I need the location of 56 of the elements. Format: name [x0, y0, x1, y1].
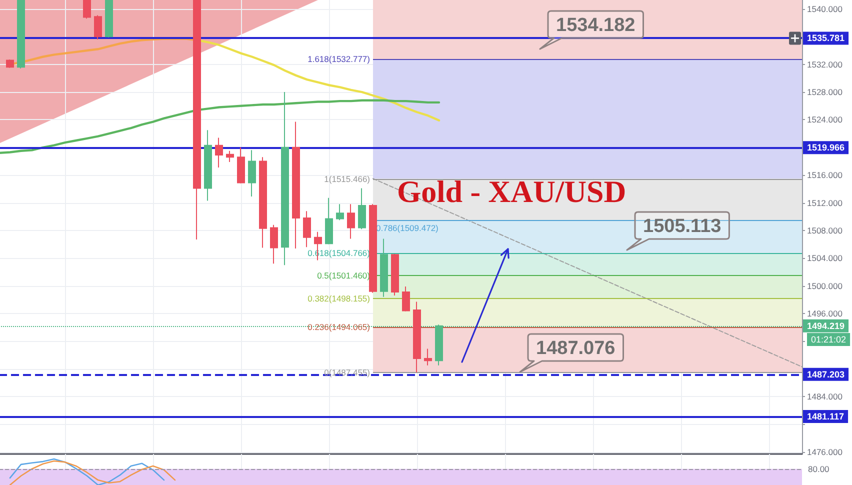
y-tick-label: 1500.000 [807, 280, 843, 291]
line-series [0, 99, 440, 154]
candlestick [94, 14, 102, 40]
y-tick-label: 1532.000 [807, 59, 843, 70]
candlestick [424, 348, 432, 366]
candlestick [292, 121, 300, 249]
ref-line-label: 1.618(1532.777) [308, 54, 370, 64]
candlestick [369, 204, 377, 294]
ref-line-label: 1(1515.466) [324, 174, 370, 184]
annotation: 1505.113 [643, 216, 722, 237]
text: 80.00 [808, 464, 830, 474]
candlestick [193, 0, 201, 240]
y-tick-label: 1484.000 [807, 392, 843, 402]
y-tick-label: 1508.000 [807, 225, 843, 236]
candlestick [215, 137, 223, 168]
y-tick-label: 1516.000 [807, 170, 843, 180]
candlestick [105, 0, 113, 38]
y-tick-label: 1504.000 [807, 253, 843, 264]
candlestick [281, 92, 289, 266]
y-tick-label: 1512.000 [807, 198, 843, 208]
ref-line-label: 0.5(1501.460) [317, 270, 370, 281]
ref-line-label: 1494.219 [807, 320, 845, 331]
candlestick [17, 0, 25, 70]
y-tick-label: 1528.000 [807, 87, 843, 98]
y-tick-label: 1496.000 [807, 308, 843, 319]
candlestick [259, 156, 267, 248]
candlestick [6, 59, 14, 68]
ref-line-label: 1519.966 [807, 142, 845, 153]
candlestick [204, 130, 212, 202]
candlestick [83, 0, 91, 20]
ref-line-label: 1487.203 [807, 369, 845, 380]
candlestick [248, 150, 256, 198]
ref-line-label: 1481.117 [807, 411, 844, 422]
candlestick [391, 253, 399, 296]
candlestick [413, 301, 421, 373]
candlestick [336, 204, 344, 221]
y-tick-label: 1524.000 [807, 114, 843, 125]
candlestick [303, 210, 311, 248]
text: 01:21:02 [811, 334, 846, 344]
candlestick [226, 150, 234, 162]
ref-line-label: 1535.781 [807, 33, 845, 44]
candlestick [358, 188, 366, 230]
annotation: 1487.076 [536, 338, 616, 359]
y-tick-label: 1476.000 [807, 446, 843, 457]
y-tick-label: 1540.000 [807, 4, 843, 14]
annotation: 1534.182 [556, 15, 636, 36]
ref-line-label: 0.382(1498.155) [308, 294, 370, 304]
candlestick [347, 204, 355, 240]
candlestick [380, 238, 388, 298]
candlestick [270, 224, 278, 264]
text: Gold - XAU/USD [397, 174, 626, 209]
ref-line-label: 0.786(1509.472) [376, 222, 439, 233]
candlestick [237, 146, 245, 184]
candlestick [402, 286, 410, 312]
candlestick [325, 197, 333, 245]
ref-line-label: 0.236(1494.065) [308, 322, 370, 332]
